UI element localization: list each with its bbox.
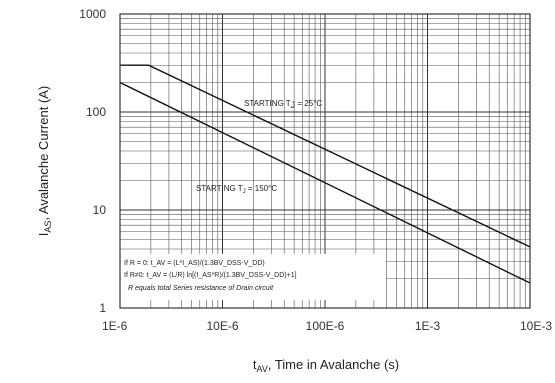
series-label-25c: STARTING TJ = 25°C — [244, 99, 322, 110]
note-r-definition: R equals total Series resistance of Drai… — [128, 285, 274, 292]
y-tick-label: 1 — [99, 301, 106, 315]
x-tick-label: 10E-3 — [520, 319, 552, 333]
x-tick-label: 10E-6 — [206, 319, 238, 333]
tick-labels: 1E-6 10E-6 100E-6 1E-3 10E-3 1000 100 10 1 — [79, 7, 552, 333]
x-tick-label: 100E-6 — [306, 319, 345, 333]
plot-frame — [119, 13, 531, 309]
y-tick-label: 100 — [86, 105, 106, 119]
y-tick-label: 10 — [93, 203, 107, 217]
x-tick-label: 1E-3 — [415, 319, 441, 333]
series-lines — [119, 64, 531, 284]
series-line-150c — [119, 81, 531, 284]
series-label-150c: STARTING TJ = 150°C — [196, 184, 277, 195]
x-axis-title: tAV, Time in Avalanche (s) — [253, 357, 399, 374]
y-axis-title: IAS, Avalanche Current (A) — [36, 86, 53, 237]
series-line-25c — [120, 64, 531, 248]
note-r-zero: If R = 0: t_AV = (L*I_AS)/(1.3BV_DSS-V_D… — [124, 260, 265, 267]
notes-box — [121, 254, 386, 300]
note-r-nonzero: If R≠0: t_AV = (L/R) ln[(I_AS*R)/(1.3BV_… — [124, 272, 297, 279]
x-tick-label: 1E-6 — [102, 319, 128, 333]
y-tick-label: 1000 — [79, 7, 106, 21]
